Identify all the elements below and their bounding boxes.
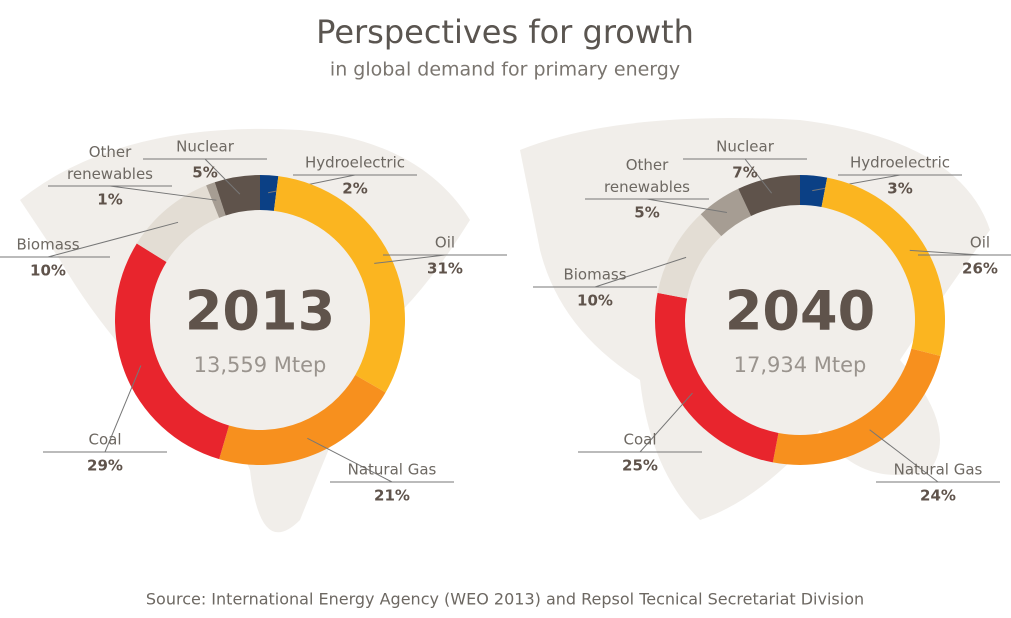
- donut-segment: [821, 177, 945, 357]
- segment-value-label: 21%: [374, 487, 410, 505]
- segment-name: Natural Gas: [894, 461, 983, 479]
- center-year: 2040: [725, 280, 875, 343]
- segment-value-label: 31%: [427, 260, 463, 278]
- leader-line: [104, 365, 142, 453]
- donut-segment: [655, 292, 779, 463]
- donut-segment: [214, 175, 260, 216]
- segment-value-label: 2%: [342, 180, 367, 198]
- segment-name: Biomass: [563, 266, 626, 284]
- segment-name-line: renewables: [604, 178, 690, 196]
- leader-line: [307, 437, 393, 483]
- segment-name: Biomass: [16, 236, 79, 254]
- leader-line: [47, 221, 179, 258]
- donut-segment: [657, 214, 722, 299]
- segment-name: Other renewables: [67, 143, 153, 183]
- segment-value-label: 25%: [622, 457, 658, 475]
- segment-name: Oil: [435, 234, 455, 252]
- segment-value-label: 29%: [87, 457, 123, 475]
- source: Source: International Energy Agency (WEO…: [146, 590, 864, 609]
- segment-value-label: 24%: [920, 487, 956, 505]
- segment-name-line: renewables: [67, 165, 153, 183]
- segment-name-line: Other: [626, 156, 669, 174]
- segment-name: Nuclear: [716, 138, 775, 156]
- center-total: 17,934 Mtep: [734, 353, 867, 377]
- center-year: 2013: [185, 280, 335, 343]
- donut-segment: [136, 185, 220, 263]
- segment-name: Hydroelectric: [850, 154, 950, 172]
- segment-value-label: 10%: [30, 262, 66, 280]
- segment-name: Nuclear: [176, 138, 235, 156]
- segment-name: Other renewables: [604, 156, 690, 196]
- segment-name-line: Other: [89, 143, 132, 161]
- subtitle: in global demand for primary energy: [330, 59, 680, 81]
- donut-segment: [273, 176, 405, 393]
- segment-value-label: 1%: [97, 191, 122, 209]
- leader-line: [909, 249, 981, 256]
- leader-line: [374, 254, 446, 264]
- segment-name: Coal: [88, 431, 121, 449]
- segment-name: Hydroelectric: [305, 154, 405, 172]
- donut-segment: [114, 243, 230, 460]
- segment-name: Natural Gas: [348, 461, 437, 479]
- leader-line: [204, 158, 241, 195]
- leader-line: [594, 256, 687, 288]
- segment-value-label: 5%: [634, 204, 659, 222]
- title: Perspectives for growth: [316, 13, 694, 51]
- leader-line: [646, 198, 728, 213]
- donut-segment: [772, 348, 941, 465]
- segment-name: Coal: [623, 431, 656, 449]
- segment-value-label: 26%: [962, 260, 998, 278]
- segment-value-label: 7%: [732, 164, 757, 182]
- segment-value-label: 10%: [577, 292, 613, 310]
- donut-segment: [219, 375, 386, 466]
- donut-segment: [738, 175, 800, 216]
- donut-segment: [800, 175, 828, 208]
- leader-line: [109, 185, 217, 201]
- leader-line: [869, 429, 939, 483]
- segment-value-label: 3%: [887, 180, 912, 198]
- leader-line: [639, 392, 693, 453]
- segment-name: Oil: [970, 234, 990, 252]
- segment-value-label: 5%: [192, 164, 217, 182]
- center-total: 13,559 Mtep: [194, 353, 327, 377]
- leader-line: [744, 158, 773, 194]
